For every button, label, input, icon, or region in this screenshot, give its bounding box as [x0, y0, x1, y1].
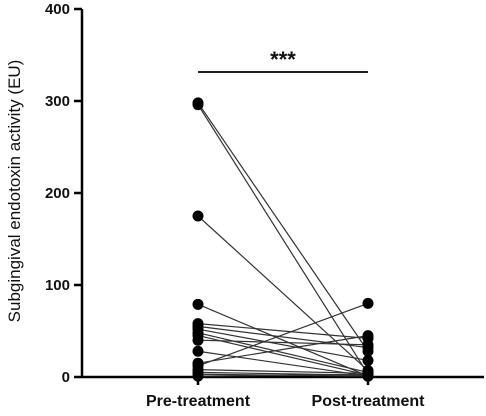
post-point	[362, 297, 374, 309]
significance-stars: ***	[270, 47, 296, 72]
pair-line	[197, 328, 369, 362]
pair-line	[197, 104, 369, 375]
data-points	[192, 97, 374, 382]
x-tick-label-0: Pre-treatment	[146, 393, 251, 410]
pair-lines	[197, 102, 369, 377]
y-axis-title: Subgingival endotoxin activity (EU)	[5, 60, 24, 323]
pair-line	[197, 335, 369, 364]
y-tick-label: 400	[45, 1, 70, 18]
y-axis: 0 100 200 300 400	[45, 1, 84, 386]
pair-line	[197, 332, 369, 373]
pair-line	[197, 335, 369, 376]
pre-point	[192, 99, 204, 111]
pair-line	[197, 323, 369, 339]
pair-line	[197, 302, 369, 367]
y-tick-label: 100	[45, 277, 70, 294]
pre-point	[192, 298, 204, 310]
x-tick-label-1: Post-treatment	[312, 393, 426, 410]
pair-line	[197, 102, 369, 352]
pair-line	[197, 369, 369, 374]
pair-line	[197, 339, 369, 346]
y-tick-label: 0	[62, 369, 70, 386]
pre-point	[192, 345, 204, 357]
pair-line	[197, 303, 369, 377]
x-axis: Pre-treatment Post-treatment	[82, 375, 484, 410]
post-point	[362, 354, 374, 366]
pre-point	[192, 334, 204, 346]
pair-line	[197, 215, 369, 372]
post-point	[362, 330, 374, 342]
pre-point	[192, 370, 204, 382]
significance-annotation: ***	[198, 47, 368, 73]
post-point	[362, 368, 374, 380]
y-tick-label: 200	[45, 185, 70, 202]
pre-point	[192, 210, 204, 222]
pair-line	[197, 373, 369, 377]
y-tick-label: 300	[45, 93, 70, 110]
post-point	[362, 339, 374, 351]
